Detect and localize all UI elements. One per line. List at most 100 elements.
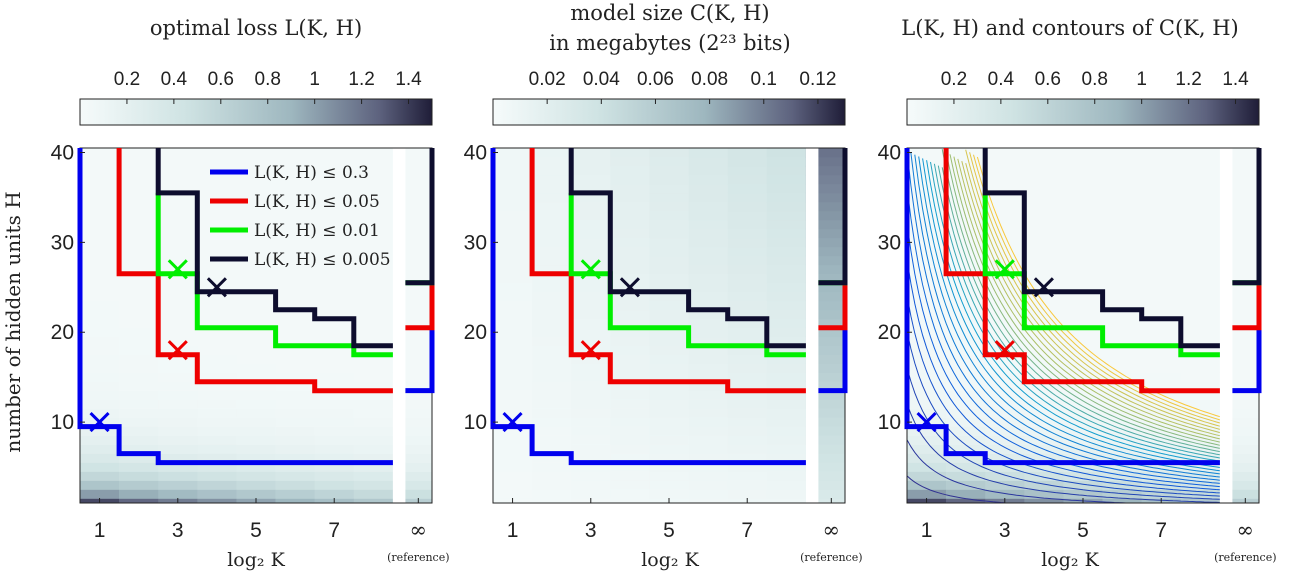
heatmap-cell [1180,327,1221,338]
heatmap-cell [1024,228,1064,239]
heatmap-cell [688,399,728,409]
heatmap-cell [1024,498,1064,504]
heatmap-cell [158,471,198,481]
heatmap-cell [197,273,237,284]
heatmap-cell [946,381,986,391]
heatmap-cell [610,246,650,257]
heatmap-cell [158,174,198,185]
heatmap-cell [649,237,689,248]
heatmap-cell [805,354,846,364]
heatmap-cell [1024,156,1064,167]
heatmap-cell [985,453,1025,463]
heatmap-cell [688,426,728,436]
heatmap-cell [727,471,768,481]
heatmap-cell [314,309,355,320]
heatmap-cell [1219,237,1260,248]
heatmap-cell [766,408,807,418]
colorbar-tick-label: 0.1 [751,69,777,90]
heatmap-cell [1180,372,1221,382]
heatmap-cell [236,228,276,239]
heatmap-cell [1024,417,1064,427]
heatmap-cell [197,399,237,409]
heatmap-cell [610,471,650,481]
contour-line [906,439,1127,504]
heatmap-cell [353,246,394,257]
heatmap-cell [119,417,159,427]
heatmap-cell [1024,327,1064,338]
heatmap-cell [649,345,689,356]
heatmap-cell [353,462,394,472]
heatmap-cell [1180,462,1221,472]
heatmap-cell [610,408,650,418]
heatmap-cell [727,282,768,293]
heatmap-cell [907,453,947,463]
heatmap-cell [1141,282,1182,293]
y-tick-label: 30 [51,231,74,254]
heatmap-cell [946,444,986,454]
heatmap-cell [1063,192,1103,203]
heatmap-cell [727,148,768,158]
frontier-line [155,148,393,349]
contour-line [933,163,1220,459]
heatmap-cell [275,255,315,266]
heatmap-cell [236,201,276,212]
heatmap-cell [197,471,237,481]
heatmap-cell [392,282,433,293]
heatmap-cell [493,219,533,230]
heatmap-cell [805,201,846,212]
heatmap-cell [392,273,433,284]
heatmap-cell [571,291,611,302]
heatmap-cell [727,246,768,257]
heatmap-cell [1219,354,1260,364]
heatmap-cell [649,489,689,499]
heatmap-cell [80,255,120,266]
heatmap-cell [1180,264,1221,275]
heatmap-cell [1024,462,1064,472]
heatmap-cell [985,273,1025,284]
heatmap-cell [610,390,650,400]
y-tick-label: 40 [51,141,74,164]
heatmap-cell [197,237,237,248]
y-tick-label: 30 [464,231,487,254]
heatmap-cell [649,273,689,284]
heatmap-cell [688,417,728,427]
heatmap-cell [1180,345,1221,356]
heatmap-cell [236,318,276,329]
contour-line [949,154,1221,443]
heatmap-cell [946,282,986,293]
heatmap-cell [236,255,276,266]
heatmap-cell [158,399,198,409]
heatmap-cell [1141,273,1182,284]
heatmap-cell [766,174,807,185]
heatmap-cell [493,183,533,194]
heatmap-cell [727,363,768,373]
heatmap-cell [1219,426,1260,436]
heatmap-cell [119,318,159,329]
heatmap-cell [766,318,807,329]
heatmap-cell [236,417,276,427]
heatmap-cell [1024,291,1064,302]
heatmap-cell [985,480,1025,490]
heatmap-cell [649,408,689,418]
heatmap-cell [610,426,650,436]
heatmap-cell [766,309,807,320]
heatmap-cell [493,291,533,302]
heatmap-cell [610,148,650,158]
heatmap-cell [571,237,611,248]
heatmap-cell [727,174,768,185]
heatmap-cell [1219,435,1260,445]
heatmap-cell [158,282,198,293]
heatmap-cell [158,255,198,266]
legend: L(K, H) ≤ 0.3 L(K, H) ≤ 0.05 L(K, H) ≤ 0.0… [210,163,391,270]
heatmap-cell [766,228,807,239]
heatmap-cell [907,471,947,481]
heatmap-cell [985,246,1025,257]
contour-line [906,187,1220,484]
contour-line [941,167,1220,453]
heatmap-cell [493,363,533,373]
heatmap-cell [275,399,315,409]
heatmap-cell [353,444,394,454]
heatmap-cell [80,246,120,257]
heatmap-cell [1024,408,1064,418]
heatmap-cell [1063,300,1103,311]
